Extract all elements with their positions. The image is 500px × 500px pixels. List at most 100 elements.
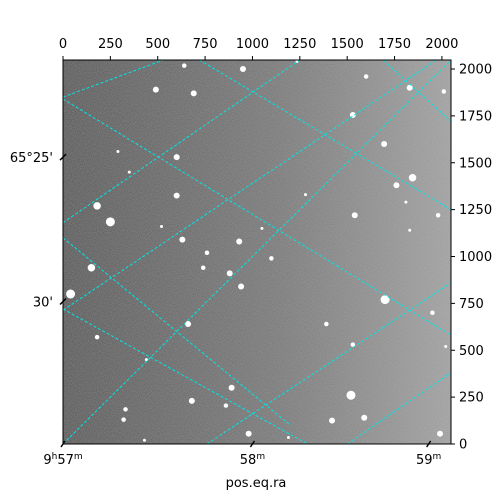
star-47	[286, 435, 290, 439]
dec-tick-label-0: 65°25'	[10, 151, 53, 166]
right-tick-label-1: 250	[459, 391, 484, 406]
right-axis: 0 250 500 750 1000 1250 1500 1750 2000	[451, 63, 492, 453]
top-axis: 0 250 500 750 1000 1250 1500 1750 2000	[59, 37, 458, 60]
top-tick-label-7: 1750	[378, 37, 411, 52]
star-46	[142, 438, 146, 442]
right-tick-label-3: 750	[459, 297, 484, 312]
top-tick-label-3: 750	[193, 37, 218, 52]
star-3	[363, 74, 369, 79]
grid-line-0	[63, 60, 438, 311]
ra-tick-label-0: 9h57m	[43, 452, 82, 468]
star-32	[94, 334, 100, 340]
star-43	[121, 417, 126, 422]
star-21	[204, 250, 210, 255]
star-29	[430, 310, 435, 315]
star-39	[223, 403, 229, 408]
star-17	[351, 212, 358, 219]
right-tick-label-2: 500	[459, 344, 484, 359]
top-tick-label-2: 500	[145, 37, 170, 52]
ra-tick-label-1: 58m	[240, 452, 265, 468]
right-tick-label-5: 1250	[459, 203, 492, 218]
grid-line-7	[382, 60, 451, 122]
star-12	[393, 182, 400, 189]
star-52	[116, 150, 120, 153]
dec-tick-label-1: 30'	[33, 296, 53, 311]
star-38	[188, 397, 195, 404]
x-axis-title: pos.eq.ra	[226, 476, 287, 491]
star-42	[361, 414, 368, 421]
grid-line-1	[63, 60, 451, 444]
top-tick-label-1: 250	[98, 37, 123, 52]
star-48	[404, 200, 408, 204]
right-tick-label-8: 2000	[459, 63, 492, 78]
ra-tick-label-2: 59m	[416, 452, 441, 468]
star-13	[408, 174, 417, 182]
star-18	[435, 213, 441, 218]
star-40	[123, 407, 128, 412]
ra-tick-1	[249, 440, 256, 448]
star-36	[228, 384, 235, 391]
grid-line-6	[199, 60, 451, 211]
dec-tick-1	[59, 297, 67, 306]
star-11	[127, 170, 131, 174]
top-tick-label-6: 1500	[331, 37, 364, 52]
top-tick-label-4: 1000	[236, 37, 269, 52]
grid-line-4	[63, 60, 164, 98]
ra-tick-0	[60, 440, 66, 448]
star-20	[236, 238, 243, 245]
star-14	[173, 192, 180, 199]
top-tick-label-8: 2000	[425, 37, 458, 52]
star-5	[441, 89, 447, 94]
star-30	[185, 321, 192, 327]
star-4	[406, 84, 413, 91]
star-50	[260, 226, 264, 230]
grid-line-8	[63, 98, 451, 336]
bottom-axis: 9h57m 58m 59m	[43, 440, 441, 468]
star-7	[190, 90, 197, 97]
right-tick-label-4: 1000	[459, 250, 492, 265]
star-25	[226, 270, 233, 277]
wcs-grid	[63, 60, 451, 444]
grid-line-9	[63, 237, 291, 426]
star-33	[350, 342, 356, 347]
star-6	[152, 86, 159, 93]
top-tick-label-5: 1250	[283, 37, 316, 52]
right-tick-label-7: 1750	[459, 109, 492, 124]
star-16	[105, 217, 115, 227]
left-axis: 65°25' 30'	[10, 151, 67, 311]
star-2	[295, 60, 299, 63]
star-37	[346, 390, 356, 400]
star-22	[269, 256, 274, 261]
star-45	[437, 430, 444, 437]
star-23	[87, 264, 96, 272]
star-44	[245, 430, 252, 437]
star-24	[200, 265, 206, 270]
star-35	[144, 358, 148, 362]
star-49	[304, 193, 307, 197]
star-19	[179, 236, 186, 243]
star-9	[381, 141, 388, 147]
star-0	[182, 63, 187, 68]
star-41	[329, 417, 336, 424]
grid-line-2	[206, 282, 451, 444]
grid-line-5	[63, 60, 301, 224]
dec-tick-0	[59, 153, 67, 161]
star-34	[444, 345, 448, 348]
grid-line-3	[346, 372, 451, 444]
star-10	[173, 154, 180, 161]
top-tick-label-0: 0	[59, 37, 67, 52]
stars-layer	[66, 60, 448, 442]
plot-area	[62, 59, 452, 445]
right-tick-label-6: 1500	[459, 156, 492, 171]
star-27	[238, 283, 245, 290]
star-53	[408, 228, 412, 232]
plot-frame	[62, 59, 452, 445]
ra-tick-2	[426, 440, 432, 448]
star-31	[324, 321, 329, 327]
star-1	[239, 66, 246, 72]
star-28	[380, 295, 390, 305]
star-15	[93, 202, 101, 210]
star-51	[160, 225, 164, 228]
star-26	[66, 289, 76, 299]
